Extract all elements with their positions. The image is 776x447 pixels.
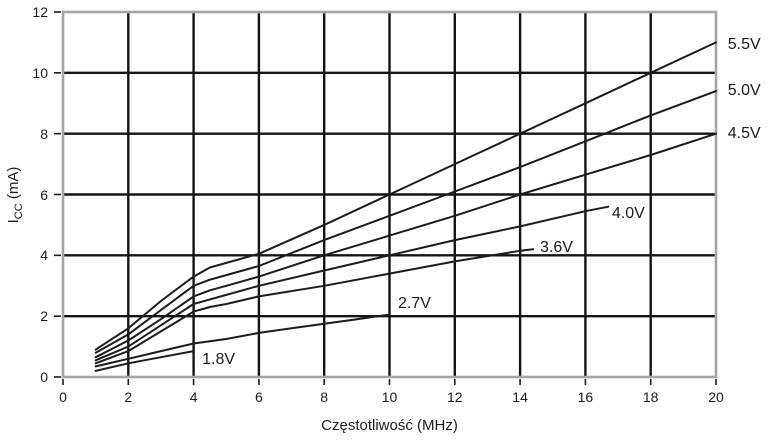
x-tick-label-6: 6 xyxy=(254,389,263,405)
curve-label-4.5V: 4.5V xyxy=(727,124,761,142)
y-axis-title: ICC (mA) xyxy=(5,166,25,223)
curve-label-5.5V: 5.5V xyxy=(727,36,761,54)
y-tick-label-2: 2 xyxy=(40,308,48,325)
plot-border xyxy=(61,10,718,379)
curve-label-4.0V: 4.0V xyxy=(611,205,645,223)
x-tick-label-12: 12 xyxy=(447,389,463,405)
x-tick-label-0: 0 xyxy=(59,389,67,405)
y-tick-label-0: 0 xyxy=(40,369,48,385)
x-tick-label-20: 20 xyxy=(708,389,724,405)
y-tick-label-4: 4 xyxy=(40,247,48,264)
curve-3.6V xyxy=(94,248,535,365)
x-axis-title: Częstotliwość (MHz) xyxy=(321,417,458,434)
curve-label-3.6V: 3.6V xyxy=(540,238,573,256)
x-tick-label-2: 2 xyxy=(124,389,133,405)
curve-label-2.7V: 2.7V xyxy=(398,295,431,312)
curve-5.0V xyxy=(94,90,717,354)
x-tick-label-16: 16 xyxy=(577,389,594,405)
curve-4.0V xyxy=(94,205,610,362)
x-tick-label-14: 14 xyxy=(512,389,528,405)
curve-5.5V xyxy=(94,41,717,351)
curve-4.5V xyxy=(94,132,717,359)
x-tick-label-18: 18 xyxy=(642,389,659,405)
x-tick-label-10: 10 xyxy=(381,389,398,405)
y-tick-label-12: 12 xyxy=(32,4,48,20)
x-tick-label-4: 4 xyxy=(189,389,198,405)
x-tick-label-8: 8 xyxy=(320,389,329,405)
y-tick-label-10: 10 xyxy=(32,64,48,81)
y-tick-label-6: 6 xyxy=(40,186,48,203)
curve-label-5.0V: 5.0V xyxy=(727,82,761,100)
curve-label-1.8V: 1.8V xyxy=(202,351,236,369)
y-axis-title-unit: (mA) xyxy=(5,166,22,203)
curve-1.8V xyxy=(94,350,195,372)
y-tick-label-8: 8 xyxy=(40,125,48,142)
y-axis-title-subscript: CC xyxy=(13,202,25,219)
curve-2.7V xyxy=(94,313,391,368)
